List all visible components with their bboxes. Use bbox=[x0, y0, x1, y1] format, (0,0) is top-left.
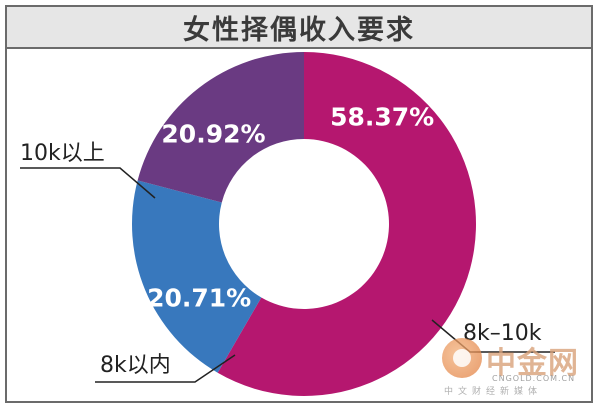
value-label-8k-10k: 58.37% bbox=[330, 102, 434, 131]
value-label-under-8k: 20.71% bbox=[147, 283, 251, 312]
slice-over-10k bbox=[137, 52, 304, 203]
category-labels: 8k–10k 8k以内 10k以上 bbox=[20, 141, 542, 378]
brand-logo-icon bbox=[442, 338, 482, 378]
category-label-under-8k: 8k以内 bbox=[100, 353, 171, 378]
watermark-brand: 中金网 bbox=[486, 346, 579, 381]
watermark-domain: CNGOLD.COM.CN bbox=[492, 374, 576, 383]
category-label-over-10k: 10k以上 bbox=[20, 141, 105, 166]
value-label-over-10k: 20.92% bbox=[161, 119, 265, 148]
value-labels: 58.37% 20.71% 20.92% bbox=[147, 102, 434, 312]
watermark-logo: 中金网 CNGOLD.COM.CN 中文财经新媒体 bbox=[440, 336, 588, 398]
slice-under-8k bbox=[131, 180, 262, 373]
category-label-8k-10k: 8k–10k bbox=[463, 321, 542, 346]
chart-title: 女性择偶收入要求 bbox=[183, 14, 415, 46]
title-bar: 女性择偶收入要求 bbox=[7, 7, 591, 49]
slice-8k-10k bbox=[217, 52, 477, 396]
watermark-tagline: 中文财经新媒体 bbox=[444, 387, 543, 397]
leader-line-over-10k bbox=[20, 167, 156, 199]
donut-slices bbox=[131, 52, 477, 396]
leader-line-under-8k bbox=[95, 354, 236, 383]
